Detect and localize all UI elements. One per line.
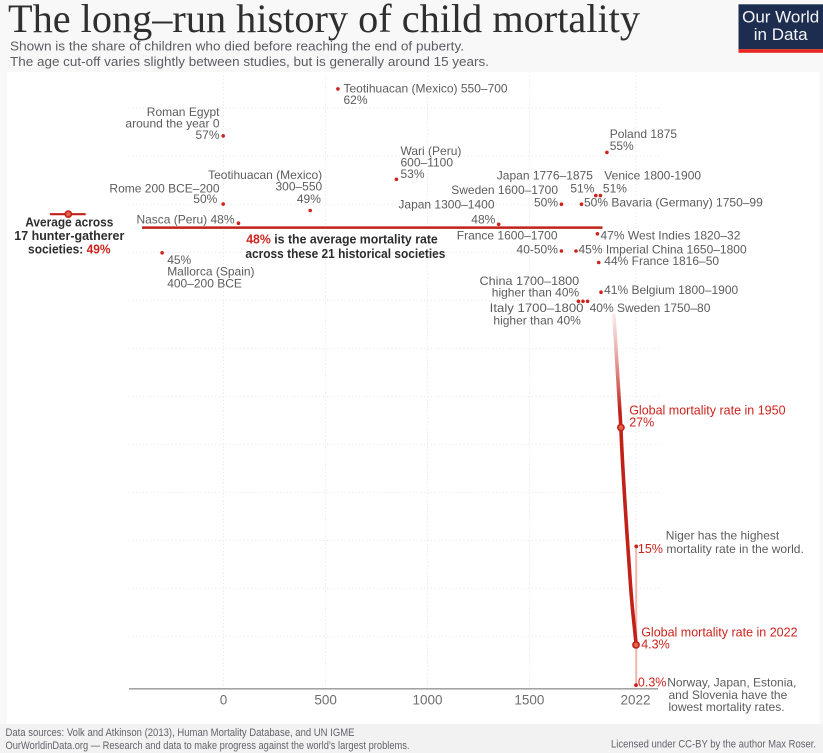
svg-text:Niger has the highest: Niger has the highest xyxy=(666,529,780,543)
svg-text:49%: 49% xyxy=(297,192,321,206)
svg-text:Wari (Peru): Wari (Peru) xyxy=(401,144,462,158)
svg-text:Nasca (Peru) 48%: Nasca (Peru) 48% xyxy=(136,213,234,227)
svg-text:Our World: Our World xyxy=(742,8,819,27)
svg-text:Shown is the share of children: Shown is the share of children who died … xyxy=(10,38,464,53)
svg-text:Rome 200 BCE–200: Rome 200 BCE–200 xyxy=(109,182,219,196)
svg-text:62%: 62% xyxy=(344,93,368,107)
svg-text:Licensed under CC-BY by the au: Licensed under CC-BY by the author Max R… xyxy=(611,738,816,750)
svg-text:50%: 50% xyxy=(534,195,558,209)
svg-text:lowest mortality rates.: lowest mortality rates. xyxy=(669,700,785,714)
svg-text:higher than 40%: higher than 40% xyxy=(492,285,580,299)
svg-text:400–200 BCE: 400–200 BCE xyxy=(167,276,242,290)
svg-text:Teotihuacan (Mexico): Teotihuacan (Mexico) xyxy=(208,168,322,182)
svg-text:Average across: Average across xyxy=(25,215,113,229)
svg-text:44% France 1816–50: 44% France 1816–50 xyxy=(604,254,719,268)
svg-text:Roman Egypt: Roman Egypt xyxy=(147,105,220,119)
svg-text:Japan 1300–1400: Japan 1300–1400 xyxy=(398,198,494,212)
svg-text:53%: 53% xyxy=(401,167,425,181)
svg-text:Poland 1875: Poland 1875 xyxy=(610,127,678,141)
svg-text:Japan 1776–1875: Japan 1776–1875 xyxy=(497,168,593,182)
svg-text:2022: 2022 xyxy=(620,693,650,708)
svg-text:17 hunter-gatherer: 17 hunter-gatherer xyxy=(14,229,124,243)
svg-text:47% West Indies 1820–32: 47% West Indies 1820–32 xyxy=(601,228,741,242)
svg-text:300–550: 300–550 xyxy=(275,180,322,194)
svg-text:50%: 50% xyxy=(193,192,217,206)
svg-text:51%: 51% xyxy=(603,181,627,195)
svg-text:15%: 15% xyxy=(638,542,663,556)
svg-text:Italy 1700–1800: Italy 1700–1800 xyxy=(490,301,584,315)
svg-text:China 1700–1800: China 1700–1800 xyxy=(480,274,580,288)
svg-text:45% Imperial China 1650–1800: 45% Imperial China 1650–1800 xyxy=(579,243,747,257)
svg-text:Global mortality rate in 1950: Global mortality rate in 1950 xyxy=(629,404,785,418)
svg-text:and Slovenia have the: and Slovenia have the xyxy=(669,688,788,702)
svg-text:57%: 57% xyxy=(195,128,219,142)
svg-text:41% Belgium 1800–1900: 41% Belgium 1800–1900 xyxy=(604,283,738,297)
svg-text:40-50%: 40-50% xyxy=(517,243,559,257)
svg-text:48%: 48% xyxy=(471,213,495,227)
svg-text:higher than 40%: higher than 40% xyxy=(493,313,581,327)
svg-text:Norway, Japan, Estonia,: Norway, Japan, Estonia, xyxy=(667,676,796,690)
svg-text:45%: 45% xyxy=(167,253,191,267)
svg-text:societies: 49%: societies: 49% xyxy=(28,243,111,257)
svg-text:1000: 1000 xyxy=(412,693,442,708)
svg-text:around the year 0: around the year 0 xyxy=(125,116,219,130)
svg-text:Venice 1800-1900: Venice 1800-1900 xyxy=(604,168,701,182)
svg-text:mortality rate in the world.: mortality rate in the world. xyxy=(666,542,803,556)
svg-text:50% Bavaria (Germany) 1750–99: 50% Bavaria (Germany) 1750–99 xyxy=(584,196,763,210)
svg-text:500: 500 xyxy=(314,693,337,708)
svg-text:Mallorca (Spain): Mallorca (Spain) xyxy=(167,265,254,279)
svg-text:55%: 55% xyxy=(610,139,634,153)
svg-text:Teotihuacan (Mexico) 550–700: Teotihuacan (Mexico) 550–700 xyxy=(344,82,508,96)
svg-text:4.3%: 4.3% xyxy=(641,638,670,652)
svg-text:Global mortality rate in 2022: Global mortality rate in 2022 xyxy=(641,625,797,639)
svg-text:across these 21 historical soc: across these 21 historical societies xyxy=(245,247,445,261)
svg-text:0: 0 xyxy=(220,693,228,708)
svg-text:51%: 51% xyxy=(570,181,594,195)
svg-text:0.3%: 0.3% xyxy=(638,676,667,690)
svg-text:The long–run history of child: The long–run history of child mortality xyxy=(8,0,641,41)
svg-text:Sweden 1600–1700: Sweden 1600–1700 xyxy=(451,183,558,197)
svg-text:OurWorldinData.org — Research: OurWorldinData.org — Research and data t… xyxy=(6,740,410,752)
svg-text:The age cut-off varies slightl: The age cut-off varies slightly between … xyxy=(10,54,489,69)
svg-text:1500: 1500 xyxy=(514,693,544,708)
svg-text:48% is the average mortality r: 48% is the average mortality rate xyxy=(246,232,438,246)
svg-text:40% Sweden 1750–80: 40% Sweden 1750–80 xyxy=(590,301,711,315)
svg-text:600–1100: 600–1100 xyxy=(401,156,454,170)
svg-text:in Data: in Data xyxy=(754,25,808,44)
svg-text:Data sources: Volk and Atkinso: Data sources: Volk and Atkinson (2013), … xyxy=(6,727,355,739)
svg-text:27%: 27% xyxy=(629,416,654,430)
svg-text:France 1600–1700: France 1600–1700 xyxy=(457,228,558,242)
